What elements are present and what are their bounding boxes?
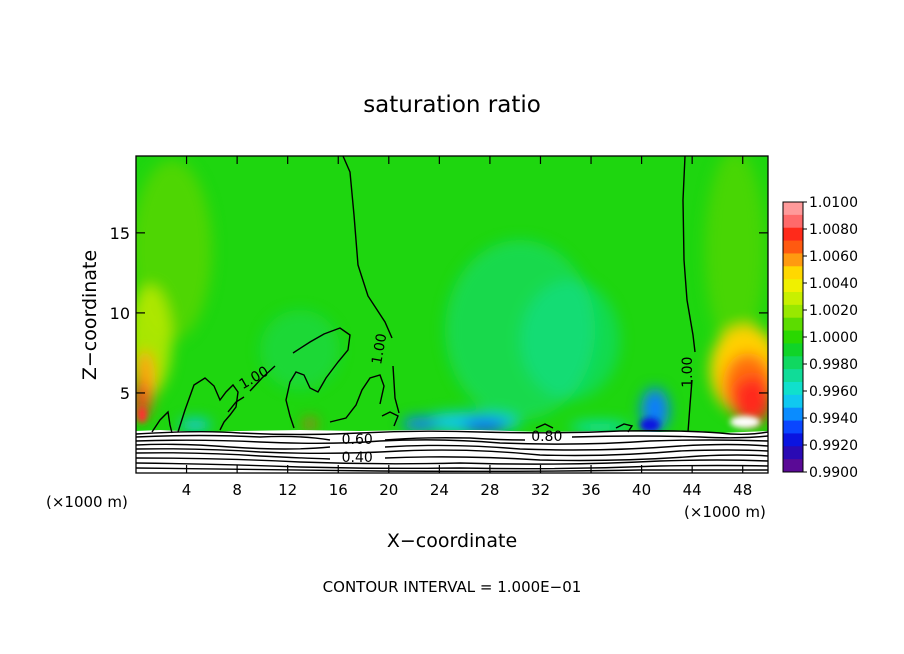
y-tick-label: 10 [110,304,130,323]
y-axis: 5 10 15 [110,224,768,403]
x-axis-label: X−coordinate [387,530,517,552]
colorbar-band [783,214,803,229]
x-tick-label: 40 [632,481,651,499]
x-tick-label: 4 [182,481,192,499]
y-axis-label: Z−coordinate [79,250,101,380]
contour-label: 1.00 [369,332,390,365]
x-tick-label: 8 [232,481,242,499]
colorbar-label: 1.0040 [809,276,858,292]
x-tick-label: 32 [531,481,550,499]
colorbar-label: 0.9980 [809,357,858,373]
x-tick-label: 12 [278,481,297,499]
colorbar-band [783,304,803,319]
colorbar-band [783,420,803,434]
x-unit-right: (×1000 m) [684,503,766,521]
colorbar-band [783,317,803,332]
contour-label: 1.00 [680,357,696,388]
contour-labels: 1.001.001.000.800.600.40 [237,332,697,466]
colorbar-band [783,394,803,409]
colorbar-label: 1.0000 [809,330,858,346]
colorbar-label: 1.0100 [809,195,858,211]
colorbar-band [783,292,803,306]
contour-lines [136,156,768,473]
colorbar-label: 1.0020 [809,303,858,319]
x-tick-label: 20 [379,481,398,499]
colorbar-band [783,459,803,473]
colorbar-band [783,343,803,357]
colorbar-label: 1.0080 [809,222,858,238]
x-tick-label: 44 [683,481,702,499]
contour-label: 0.60 [342,432,373,448]
plot-area: 1.001.001.000.800.600.40 [136,156,768,473]
colorbar-label: 0.9940 [809,411,858,427]
colorbar-band [783,369,803,383]
colorbar-band [783,227,803,242]
x-tick-label: 16 [329,481,348,499]
field-detail [137,407,760,432]
colorbar-band [783,253,803,267]
colorbar-band [783,240,803,254]
colorbar-band [783,202,803,216]
colorbar-band [783,279,803,293]
y-tick-label: 5 [120,384,130,403]
contour-interval-note: CONTOUR INTERVAL = 1.000E−01 [323,578,582,596]
colorbar: 1.0100 1.0080 1.0060 1.0040 1.0020 1.0000 0.99… [782,195,858,481]
x-tick-label: 48 [733,481,752,499]
colorbar-label: 1.0060 [809,249,858,265]
contour-label: 0.80 [531,429,562,445]
y-tick-label: 15 [110,224,130,243]
colorbar-band [783,407,803,422]
x-tick-label: 24 [430,481,449,499]
x-tick-label: 28 [480,481,499,499]
x-unit-left: (×1000 m) [46,493,128,511]
colorbar-label: 0.9960 [809,384,858,400]
plot-frame [135,155,769,474]
colorbar-band [783,382,803,396]
colorbar-band [783,433,803,447]
colorbar-band [783,330,803,344]
x-axis: 4 8 12 16 20 24 28 32 36 40 44 48 [182,156,752,499]
colorbar-band [783,446,803,460]
chart-title: saturation ratio [363,92,541,118]
colorbar-label: 0.9920 [809,438,858,454]
colorbar-band [783,266,803,280]
contour-label: 0.40 [342,450,373,466]
x-tick-label: 36 [581,481,600,499]
colorbar-label: 0.9900 [809,465,858,481]
colorbar-band [783,356,803,370]
